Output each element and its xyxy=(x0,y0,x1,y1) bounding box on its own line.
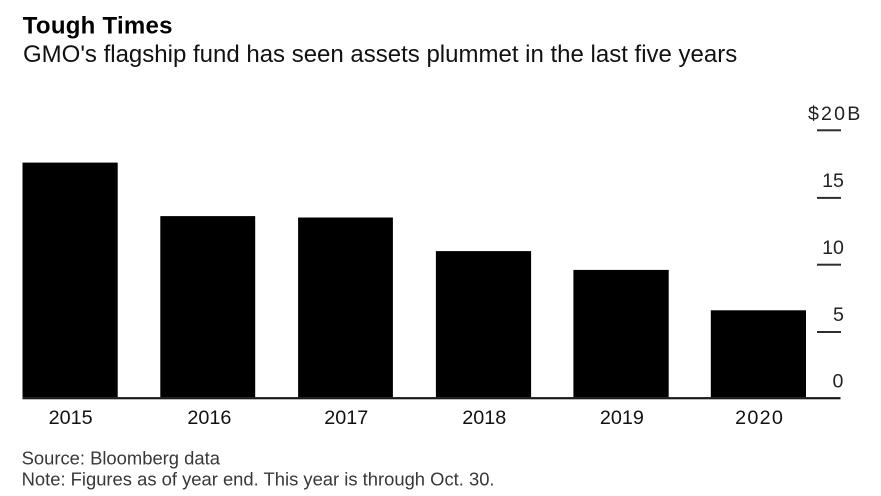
svg-text:Source: Bloomberg data: Source: Bloomberg data xyxy=(22,447,221,468)
svg-text:GMO's flagship fund has seen a: GMO's flagship fund has seen assets plum… xyxy=(23,41,737,68)
svg-text:15: 15 xyxy=(822,170,844,192)
svg-text:2015: 2015 xyxy=(49,407,93,429)
svg-text:0: 0 xyxy=(832,371,843,393)
svg-text:10: 10 xyxy=(822,237,844,259)
svg-text:5: 5 xyxy=(833,304,844,326)
svg-text:2020: 2020 xyxy=(735,407,784,429)
svg-text:2017: 2017 xyxy=(324,407,368,429)
svg-text:Note: Figures as of year end.: Note: Figures as of year end. This year … xyxy=(22,468,495,489)
svg-text:$20B: $20B xyxy=(808,103,863,125)
svg-text:2018: 2018 xyxy=(462,407,506,429)
svg-text:2019: 2019 xyxy=(600,407,644,429)
svg-text:2016: 2016 xyxy=(187,407,231,429)
svg-text:Tough Times: Tough Times xyxy=(23,12,173,39)
